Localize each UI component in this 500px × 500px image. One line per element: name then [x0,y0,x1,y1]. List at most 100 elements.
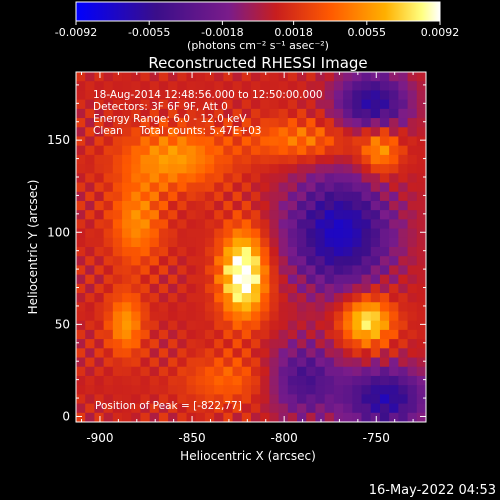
heatmap-cell [103,339,114,349]
heatmap-cell [232,339,243,349]
heatmap-cell [333,320,344,331]
heatmap-cell [370,366,381,377]
heatmap-cell [168,182,178,193]
heatmap-cell [112,348,123,358]
heatmap-cell [76,403,86,414]
heatmap-cell [315,385,326,395]
heatmap-cell [379,210,390,220]
heatmap-cell [297,357,307,368]
heatmap-cell [407,81,418,91]
heatmap-cell [389,302,399,312]
heatmap-cell [324,191,335,202]
heatmap-cell [297,274,307,285]
heatmap-cell [223,357,233,368]
heatmap-cell [315,311,326,322]
heatmap-cell [361,403,372,414]
x-tick-label: -900 [86,431,113,445]
heatmap-cell [232,127,243,137]
heatmap-cell [398,320,408,331]
heatmap-cell [416,136,426,147]
heatmap-cell [76,219,86,229]
heatmap-cell [140,99,151,110]
heatmap-cell [214,200,224,211]
heatmap-cell [315,182,326,193]
heatmap-cell [158,108,169,119]
heatmap-cell [214,154,224,165]
heatmap-cell [389,256,399,266]
heatmap-cell [324,357,335,368]
heatmap-cell [251,219,261,229]
heatmap-cell [315,145,326,156]
heatmap-cell [195,256,206,266]
heatmap-cell [241,339,252,349]
heatmap-cell [297,164,307,174]
heatmap-cell [241,302,252,312]
heatmap-cell [131,329,141,340]
heatmap-cell [297,403,307,414]
heatmap-cell [389,311,399,322]
heatmap-cell [186,357,197,368]
heatmap-cell [214,127,224,137]
heatmap-cell [343,191,353,202]
heatmap-cell [269,247,280,257]
heatmap-cell [94,219,105,229]
heatmap-cell [149,329,160,340]
heatmap-cell [315,191,326,202]
heatmap-cell [112,164,123,174]
heatmap-cell [122,357,132,368]
heatmap-cell [195,81,206,91]
heatmap-cell [112,247,123,257]
heatmap-cell [168,200,178,211]
heatmap-cell [287,265,298,276]
heatmap-cell [122,385,132,395]
heatmap-cell [149,108,160,119]
heatmap-cell [204,200,215,211]
heatmap-cell [251,394,261,404]
heatmap-cell [112,256,123,266]
heatmap-cell [85,127,95,137]
heatmap-cell [287,366,298,377]
heatmap-cell [278,394,289,404]
heatmap-cell [361,81,372,91]
heatmap-cell [168,154,178,165]
heatmap-cell [122,81,132,91]
heatmap-cell [177,200,187,211]
heatmap-cell [149,136,160,147]
heatmap-cell [76,191,86,202]
colorbar-tick-label: -0.0055 [128,26,170,39]
heatmap-cell [223,348,233,358]
heatmap-cell [269,136,280,147]
heatmap-cell [76,339,86,349]
heatmap-cell [241,311,252,322]
heatmap-cell [168,385,178,395]
heatmap-cell [94,412,105,422]
heatmap-cell [352,339,362,349]
heatmap-cell [94,154,105,165]
heatmap-cell [260,247,270,257]
heatmap-cell [260,90,270,101]
heatmap-cell [379,99,390,110]
heatmap-cell [186,366,197,377]
heatmap-cell [370,265,381,276]
heatmap-cell [352,265,362,276]
heatmap-cell [333,329,344,340]
heatmap-cell [158,274,169,285]
heatmap-cell [214,90,224,101]
heatmap-cell [352,228,362,239]
heatmap-cell [76,366,86,377]
heatmap-cell [269,274,280,285]
heatmap-cell [241,228,252,239]
heatmap-cell [232,191,243,202]
heatmap-cell [306,228,316,239]
heatmap-cell [407,265,418,276]
heatmap-cell [251,145,261,156]
heatmap-cell [158,302,169,312]
heatmap-cell [112,118,123,128]
heatmap-cell [76,182,86,193]
heatmap-cell [269,228,280,239]
heatmap-cell [85,154,95,165]
heatmap-cell [251,81,261,91]
heatmap-cell [343,164,353,174]
heatmap-cell [168,293,178,303]
heatmap-cell [333,200,344,211]
